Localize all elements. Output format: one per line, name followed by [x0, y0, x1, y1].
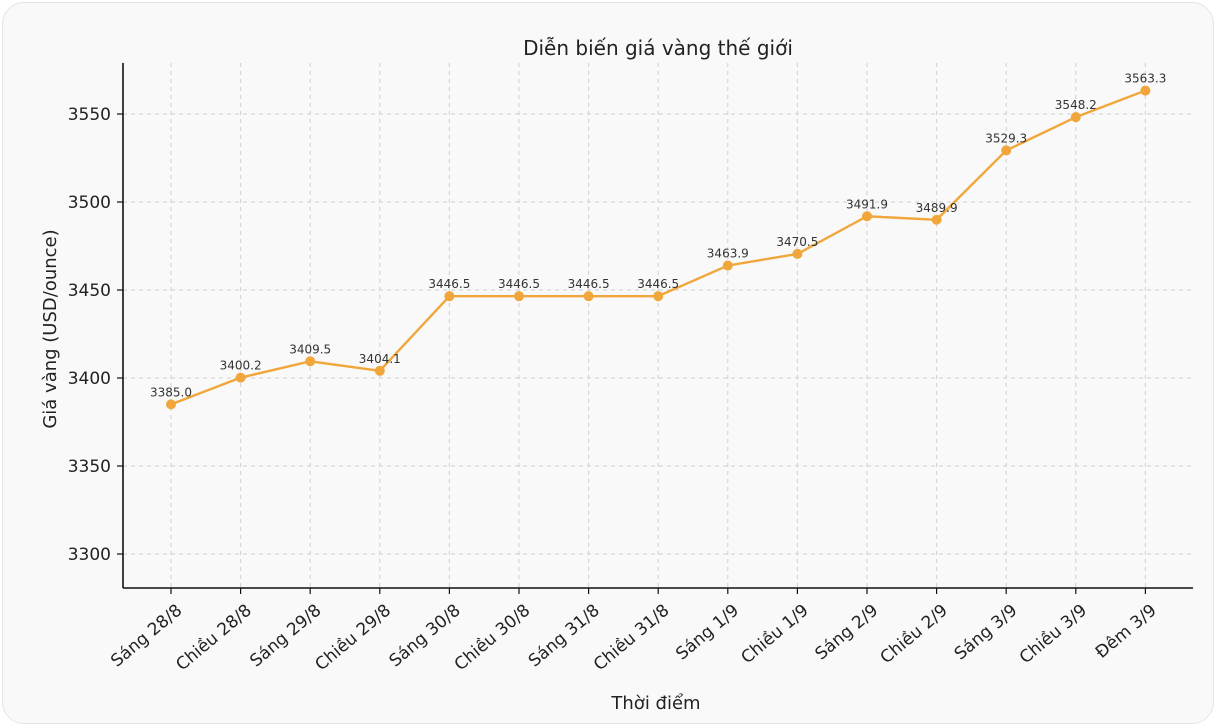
y-tick-label-2: 3400	[68, 369, 111, 389]
data-point-7	[653, 291, 664, 302]
data-label-6: 3446.5	[568, 277, 610, 291]
data-point-6	[583, 291, 594, 302]
x-axis-title: Thời điểm	[610, 693, 700, 714]
x-tick-label-3: Chiều 29/8	[311, 600, 395, 675]
y-axis-ticks: 3300 3350 3400 3450 3500 3550	[68, 105, 123, 565]
data-label-3: 3404.1	[359, 352, 401, 366]
data-label-8: 3463.9	[707, 247, 749, 261]
data-point-12	[1001, 145, 1012, 156]
data-point-5	[514, 291, 524, 302]
data-points	[166, 85, 1151, 410]
line-chart: Diễn biến giá vàng thế giới 3300 3350 3400…	[40, 36, 1193, 714]
y-tick-label-4: 3500	[68, 193, 111, 213]
data-label-13: 3548.2	[1055, 98, 1097, 112]
x-tick-label-5: Chiều 30/8	[450, 600, 534, 675]
chart-title: Diễn biến giá vàng thế giới	[523, 36, 793, 60]
x-tick-label-12: Sáng 3/9	[951, 601, 1022, 665]
y-axis-title: Giá vàng (USD/ounce)	[40, 229, 61, 428]
grid-lines	[123, 63, 1193, 588]
data-point-4	[444, 291, 455, 302]
y-tick-label-1: 3350	[68, 457, 111, 477]
data-label-0: 3385.0	[150, 385, 192, 399]
data-label-7: 3446.5	[637, 277, 679, 291]
data-point-3	[374, 365, 385, 376]
data-point-9	[792, 248, 803, 259]
y-tick-label-5: 3550	[68, 105, 111, 125]
data-point-0	[166, 399, 176, 410]
data-point-10	[862, 211, 872, 222]
data-label-11: 3489.9	[916, 201, 958, 215]
x-tick-label-1: Chiều 28/8	[172, 600, 256, 675]
y-tick-label-0: 3300	[68, 545, 111, 565]
data-point-1	[235, 372, 246, 383]
data-label-10: 3491.9	[846, 197, 888, 211]
data-point-11	[931, 214, 942, 225]
x-tick-label-11: Chiều 2/9	[876, 600, 952, 668]
data-label-4: 3446.5	[428, 277, 470, 291]
data-label-1: 3400.2	[220, 359, 262, 373]
x-tick-label-10: Sáng 2/9	[811, 601, 882, 665]
x-tick-label-14: Đêm 3/9	[1092, 601, 1161, 663]
data-point-8	[722, 260, 733, 271]
data-label-5: 3446.5	[498, 277, 540, 291]
x-tick-label-9: Chiều 1/9	[737, 600, 813, 668]
data-point-13	[1070, 112, 1081, 123]
data-point-2	[305, 356, 316, 367]
x-tick-label-13: Chiều 3/9	[1015, 600, 1091, 668]
data-label-9: 3470.5	[776, 235, 818, 249]
data-labels: 3385.0 3400.2 3409.5 3404.1 3446.5 3446.5 3446…	[150, 72, 1166, 400]
x-tick-label-7: Chiều 31/8	[589, 600, 673, 675]
x-tick-label-8: Sáng 1/9	[672, 601, 743, 665]
y-tick-label-3: 3450	[68, 281, 111, 301]
data-label-12: 3529.3	[985, 131, 1027, 145]
axes	[122, 63, 1193, 589]
data-label-2: 3409.5	[289, 342, 331, 356]
data-label-14: 3563.3	[1124, 72, 1166, 86]
data-point-14	[1140, 85, 1151, 96]
